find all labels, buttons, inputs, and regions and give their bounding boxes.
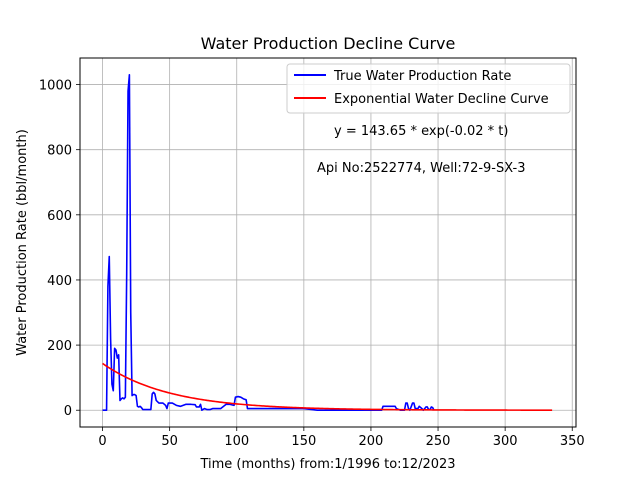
y-axis-label: Water Production Rate (bbl/month) (15, 129, 30, 356)
plot-frame (79, 57, 577, 428)
series-layer (102, 73, 553, 412)
series-line-true-rate (102, 73, 435, 412)
x-tick-label: 250 (426, 434, 451, 449)
legend: True Water Production Rate Exponential W… (286, 63, 571, 114)
well-id-annotation: Api No:2522774, Well:72-9-SX-3 (317, 161, 525, 176)
x-tick-label: 150 (291, 434, 316, 449)
y-tick-label: 400 (47, 274, 72, 289)
x-tick-label: 100 (224, 434, 249, 449)
x-tick-label: 200 (359, 434, 384, 449)
chart-title: Water Production Decline Curve (201, 34, 456, 53)
x-tick-label: 50 (161, 434, 178, 449)
y-tick-label: 0 (64, 404, 72, 419)
legend-label-true-rate: True Water Production Rate (333, 69, 511, 84)
x-axis-label: Time (months) from:1/1996 to:12/2023 (199, 457, 455, 472)
x-tick-label: 350 (560, 434, 585, 449)
x-tick-label: 300 (493, 434, 518, 449)
legend-box (286, 63, 571, 114)
y-tick-label: 600 (47, 209, 72, 224)
y-tick-label: 200 (47, 339, 72, 354)
series-line-exponential-fit (102, 362, 553, 411)
x-tick-label: 0 (98, 434, 106, 449)
fit-equation-annotation: y = 143.65 * exp(-0.02 * t) (334, 124, 508, 139)
y-tick-label: 800 (47, 144, 72, 159)
tick-labels: 0 50 100 150 200 250 300 350 0 200 400 600 800 1000 (39, 79, 585, 449)
y-tick-label: 1000 (39, 79, 72, 94)
legend-label-exponential-fit: Exponential Water Decline Curve (334, 92, 549, 107)
tick-marks (76, 84, 573, 431)
